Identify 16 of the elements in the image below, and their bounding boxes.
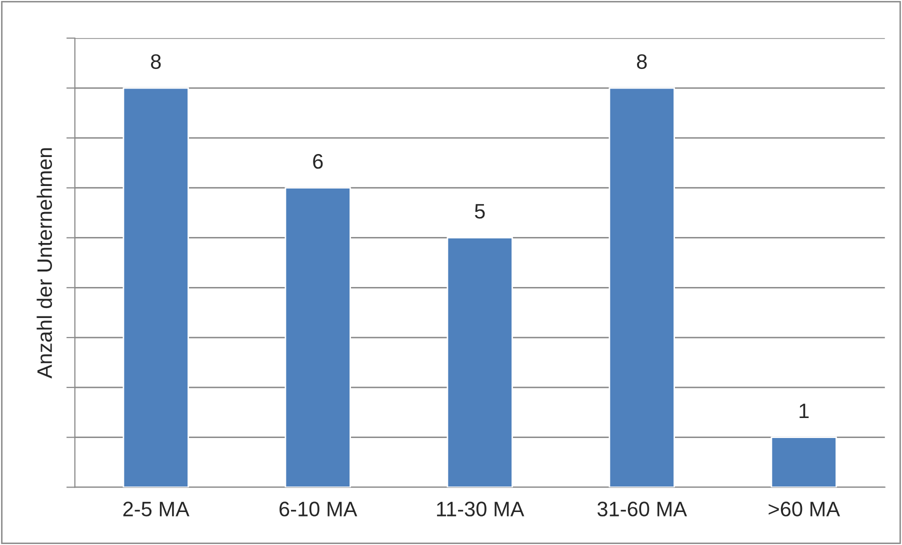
x-tick-label: >60 MA — [768, 502, 840, 516]
data-label: 8 — [150, 54, 161, 69]
bar — [446, 237, 513, 488]
y-axis-title: Anzahl der Unternehmen — [36, 148, 52, 378]
x-tick-label: 2-5 MA — [123, 502, 190, 516]
data-label: 6 — [313, 154, 323, 169]
x-tick-label: 11-30 MA — [437, 502, 524, 516]
bar — [608, 87, 675, 488]
x-tick-label: 31-60 MA — [598, 502, 687, 516]
bar — [122, 87, 189, 488]
data-label: 5 — [474, 204, 485, 219]
bar — [770, 436, 837, 488]
bar — [284, 187, 351, 488]
data-label: 1 — [800, 404, 809, 418]
x-tick-label: 6-10 MA — [280, 502, 358, 516]
data-label: 8 — [636, 54, 647, 69]
